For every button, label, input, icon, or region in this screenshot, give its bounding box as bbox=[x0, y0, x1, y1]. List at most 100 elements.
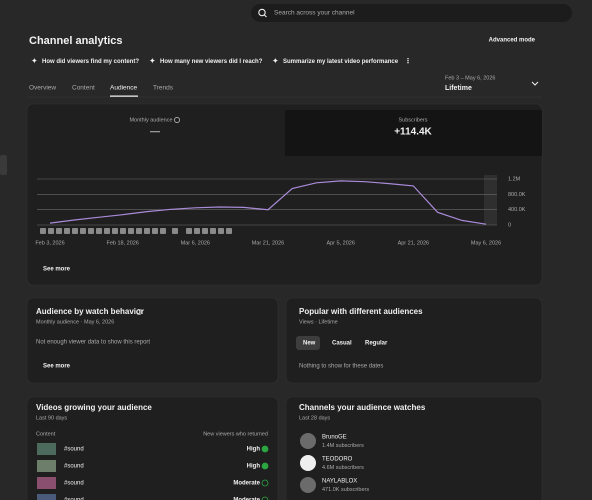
marker[interactable] bbox=[112, 228, 118, 234]
channel-name[interactable]: BrunoGE bbox=[322, 435, 347, 441]
channel-subscribers: 1.4M subscribers bbox=[322, 443, 364, 449]
marker[interactable] bbox=[210, 228, 216, 234]
marker[interactable] bbox=[194, 228, 200, 234]
marker[interactable] bbox=[226, 228, 232, 234]
card-subtitle: Views · Lifetime bbox=[299, 319, 338, 325]
info-icon[interactable] bbox=[136, 309, 142, 315]
card bbox=[26, 396, 279, 500]
tab-underline bbox=[110, 95, 138, 97]
card-subtitle: Monthly audience · May 6, 2026 bbox=[36, 319, 114, 325]
marker[interactable] bbox=[172, 228, 178, 234]
channel-name[interactable]: TEODORO bbox=[322, 457, 353, 463]
filter-selected[interactable] bbox=[296, 336, 320, 350]
card bbox=[285, 396, 543, 500]
avatar[interactable] bbox=[300, 433, 316, 449]
marker[interactable] bbox=[56, 228, 62, 234]
chip-icon: ✦ bbox=[149, 57, 156, 66]
filter[interactable]: Regular bbox=[365, 341, 388, 347]
thumbnail[interactable] bbox=[37, 494, 56, 500]
chip[interactable]: How many new viewers did I reach? bbox=[160, 59, 263, 65]
marker[interactable] bbox=[72, 228, 78, 234]
marker[interactable] bbox=[48, 228, 54, 234]
chip-icon: ✦ bbox=[272, 57, 279, 66]
date-range: Feb 3 – May 6, 2026 bbox=[445, 75, 495, 81]
card-title: Videos growing your audience bbox=[36, 403, 152, 412]
tab[interactable]: Trends bbox=[153, 85, 174, 92]
y-tick-label: 800.0K bbox=[508, 192, 526, 198]
info-icon[interactable] bbox=[174, 117, 180, 123]
advanced-mode[interactable]: Advanced mode bbox=[489, 38, 536, 44]
video-title[interactable]: #sound bbox=[64, 447, 84, 453]
thumbnail[interactable] bbox=[37, 443, 56, 455]
date-chevron[interactable] bbox=[531, 81, 539, 86]
y-tick-label: 0 bbox=[508, 222, 511, 228]
video-rows: #sound High #sound High #sound Moderate #sound… bbox=[37, 443, 269, 500]
x-tick-label: Apr 5, 2026 bbox=[326, 240, 354, 246]
see-more[interactable]: See more bbox=[43, 364, 71, 370]
x-tick-label: Apr 21, 2026 bbox=[398, 240, 430, 246]
marker[interactable] bbox=[202, 228, 208, 234]
empty-message: Not enough viewer data to show this repo… bbox=[36, 340, 150, 346]
search-icon bbox=[258, 8, 266, 17]
video-title[interactable]: #sound bbox=[64, 464, 84, 470]
marker[interactable] bbox=[160, 228, 166, 234]
tab[interactable]: Content bbox=[72, 85, 95, 92]
card-title: Audience by watch behavior bbox=[36, 307, 144, 316]
filters: New Casual Regular bbox=[296, 336, 388, 350]
card-title: Channels your audience watches bbox=[299, 403, 426, 412]
card bbox=[285, 297, 543, 384]
marker[interactable] bbox=[80, 228, 86, 234]
metric-label: Monthly audience bbox=[129, 117, 172, 123]
avatar[interactable] bbox=[300, 477, 316, 493]
chip[interactable]: Summarize my latest video performance bbox=[283, 59, 399, 65]
tab[interactable]: Audience bbox=[110, 85, 137, 92]
video-title[interactable]: #sound bbox=[64, 481, 84, 487]
see-more[interactable]: See more bbox=[43, 267, 71, 273]
date-label[interactable]: Lifetime bbox=[445, 85, 472, 92]
level-icon bbox=[261, 496, 269, 500]
card bbox=[26, 297, 279, 384]
selected-metric-tab[interactable] bbox=[285, 110, 542, 156]
channel-subscribers: 4.6M subscribers bbox=[322, 465, 364, 471]
marker[interactable] bbox=[218, 228, 224, 234]
x-tick-label: Mar 21, 2026 bbox=[252, 240, 284, 246]
level: High bbox=[247, 464, 261, 470]
search-icon-handle bbox=[264, 14, 267, 18]
marker[interactable] bbox=[136, 228, 142, 234]
metric-value: +114.4K bbox=[394, 127, 432, 138]
search-bar[interactable] bbox=[251, 4, 572, 22]
level-icon bbox=[261, 479, 269, 487]
chip[interactable]: How did viewers find my content? bbox=[42, 59, 139, 65]
column-header: New viewers who returned bbox=[203, 431, 268, 437]
thumbnail[interactable] bbox=[37, 477, 56, 489]
marker[interactable] bbox=[152, 228, 158, 234]
channel-name[interactable]: NAYLABLOX bbox=[322, 479, 357, 485]
marker[interactable] bbox=[144, 228, 150, 234]
marker[interactable] bbox=[40, 228, 46, 234]
tab[interactable]: Overview bbox=[29, 85, 56, 92]
marker[interactable] bbox=[120, 228, 126, 234]
level: Moderate bbox=[233, 481, 260, 487]
card-title: Popular with different audiences bbox=[299, 307, 423, 316]
metric-value: — bbox=[150, 127, 160, 138]
column-header: Content bbox=[36, 431, 56, 437]
x-tick-label: May 6, 2026 bbox=[471, 240, 501, 246]
empty-message: Nothing to show for these dates bbox=[299, 364, 383, 370]
marker[interactable] bbox=[64, 228, 70, 234]
marker[interactable] bbox=[186, 228, 192, 234]
metric-label: Subscribers bbox=[398, 117, 427, 123]
side-handle[interactable] bbox=[0, 155, 7, 175]
marker[interactable] bbox=[104, 228, 110, 234]
avatar[interactable] bbox=[300, 455, 316, 471]
marker[interactable] bbox=[88, 228, 94, 234]
marker[interactable] bbox=[128, 228, 134, 234]
filter[interactable]: New bbox=[303, 341, 316, 347]
channel-rows: BrunoGE 1.4M subscribers TEODORO 4.6M subsc… bbox=[300, 433, 369, 493]
marker[interactable] bbox=[96, 228, 102, 234]
more-menu[interactable]: ⋮ bbox=[405, 57, 412, 65]
thumbnail[interactable] bbox=[37, 460, 56, 472]
video-title[interactable]: #sound bbox=[64, 498, 84, 500]
filter[interactable]: Casual bbox=[332, 341, 352, 347]
